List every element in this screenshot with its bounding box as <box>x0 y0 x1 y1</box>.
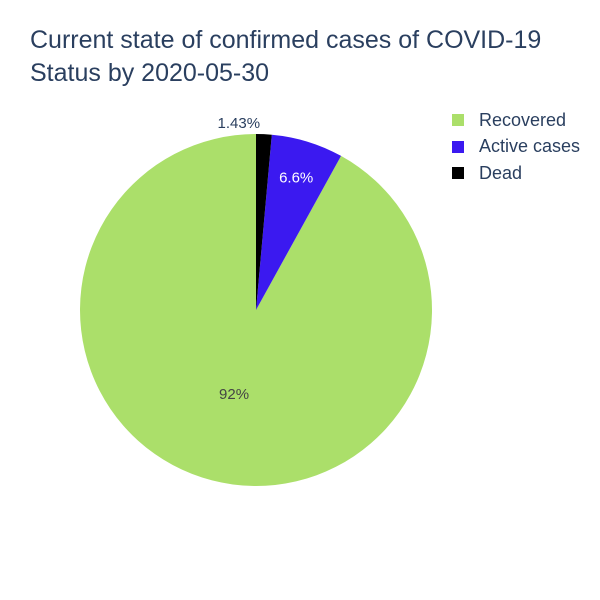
slice-label-dead: 1.43% <box>218 115 261 132</box>
legend-swatch-dead <box>452 167 464 180</box>
pie-slice-active-cases[interactable] <box>256 134 342 310</box>
legend: Recovered Active cases Dead <box>452 107 580 187</box>
pie-slice-dead[interactable] <box>256 134 272 310</box>
legend-label-active-cases: Active cases <box>479 136 581 157</box>
legend-label-dead: Dead <box>479 162 523 183</box>
legend-swatch-recovered <box>452 114 464 127</box>
legend-label-recovered: Recovered <box>479 109 567 130</box>
legend-item-dead[interactable]: Dead <box>452 160 580 187</box>
pie-slice-recovered[interactable] <box>80 134 433 487</box>
slice-label-active-cases: 6.6% <box>279 170 313 187</box>
chart-subtitle: Status by 2020-05-30 <box>30 59 270 87</box>
slice-label-recovered: 92% <box>219 386 249 403</box>
legend-swatch-active-cases <box>452 140 464 153</box>
legend-item-recovered[interactable]: Recovered <box>452 107 580 134</box>
chart-title: Current state of confirmed cases of COVI… <box>30 26 542 54</box>
legend-item-active-cases[interactable]: Active cases <box>452 134 580 161</box>
